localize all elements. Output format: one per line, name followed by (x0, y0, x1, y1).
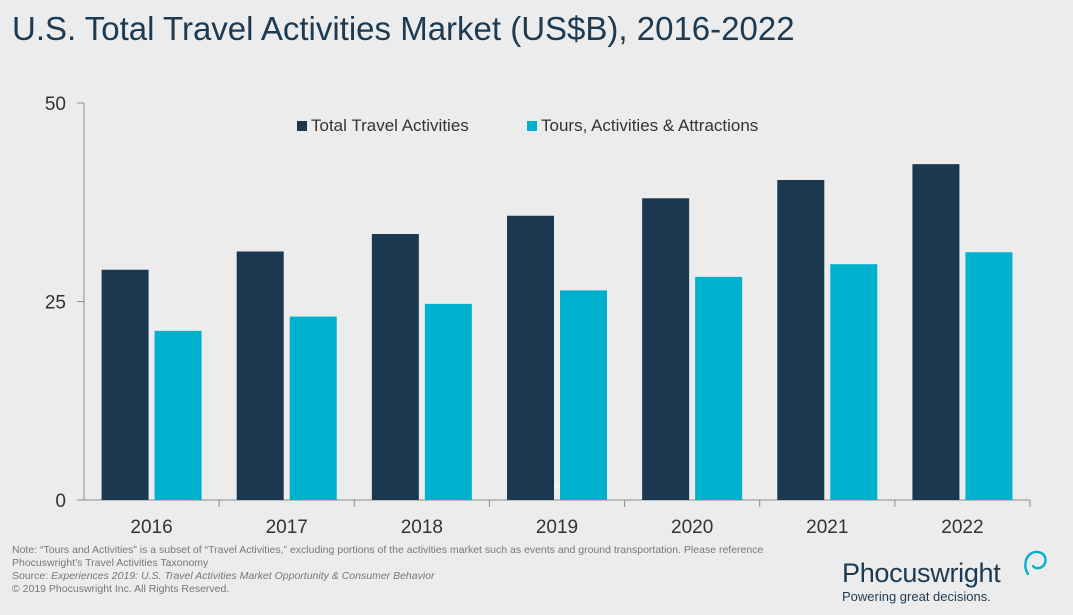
bar-tours-activities (965, 252, 1013, 500)
copyright-text: © 2019 Phocuswright Inc. All Rights Rese… (12, 583, 230, 595)
x-tick-label: 2021 (806, 517, 848, 538)
chart-title: U.S. Total Travel Activities Market (US$… (12, 10, 795, 47)
x-tick-label: 2019 (536, 517, 578, 538)
x-tick-label: 2020 (671, 517, 713, 538)
logo-name: Phocuswright (842, 558, 1001, 588)
source-label: Source: (12, 570, 49, 582)
bar-total-travel (236, 251, 284, 500)
bar-total-travel (101, 269, 149, 500)
legend-swatch (527, 121, 537, 131)
source-text: Experiences 2019: U.S. Travel Activities… (51, 570, 435, 582)
logo-swirl-icon (1024, 550, 1047, 576)
bar-total-travel (642, 198, 690, 500)
bar-tours-activities (830, 264, 878, 500)
bar-total-travel (507, 215, 554, 501)
bar-tours-activities (560, 290, 607, 500)
x-tick-label: 2018 (401, 517, 443, 538)
x-tick-label: 2022 (941, 517, 983, 538)
x-tick-label: 2016 (130, 517, 172, 538)
phocuswright-logo: Phocuswright Powering great decisions. (842, 550, 1062, 604)
bar-total-travel (777, 180, 825, 500)
y-tick-label: 50 (45, 94, 66, 115)
bar-total-travel (371, 234, 419, 500)
logo-tagline: Powering great decisions. (842, 589, 991, 604)
legend-label: Total Travel Activities (311, 116, 469, 135)
source-line: Source: Experiences 2019: U.S. Travel Ac… (12, 570, 772, 583)
legend-label: Tours, Activities & Attractions (541, 116, 758, 135)
footnotes: Note: “Tours and Activities” is a subset… (12, 544, 772, 596)
bar-tours-activities (289, 316, 337, 500)
bar-total-travel (912, 164, 960, 500)
bar-tours-activities (154, 330, 202, 500)
x-tick-label: 2017 (266, 517, 308, 538)
bar-tours-activities (424, 303, 472, 500)
legend-swatch (297, 121, 307, 131)
y-tick-label: 25 (45, 293, 66, 314)
bar-tours-activities (695, 276, 743, 500)
note-text: Note: “Tours and Activities” is a subset… (12, 544, 764, 569)
y-tick-label: 0 (55, 491, 66, 512)
